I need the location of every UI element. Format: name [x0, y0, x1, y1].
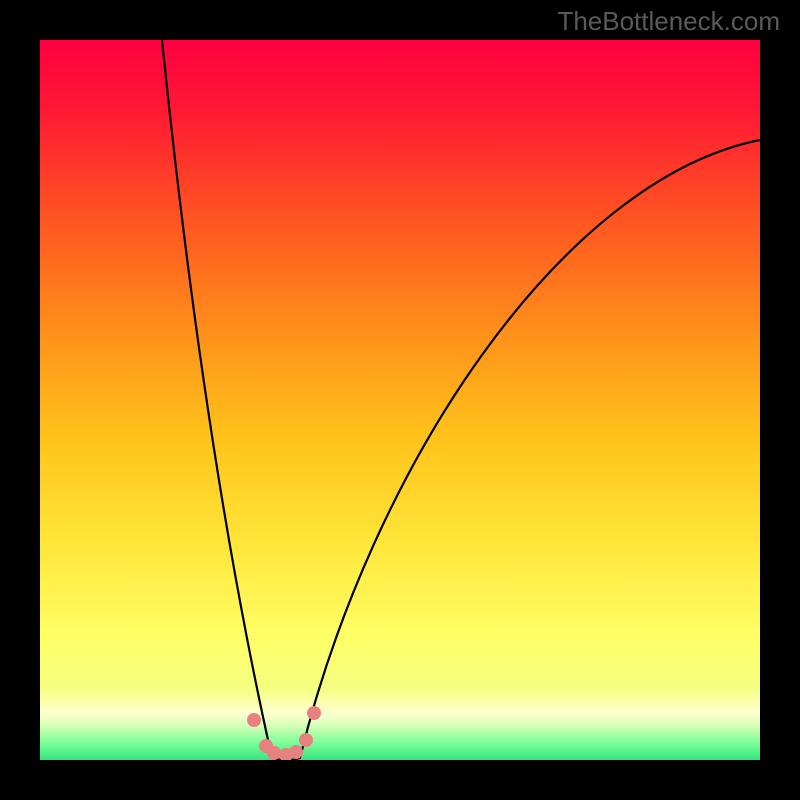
trough-marker	[289, 745, 303, 759]
watermark-text: TheBottleneck.com	[557, 6, 780, 37]
trough-marker	[267, 746, 281, 760]
bottleneck-curve	[162, 40, 760, 760]
trough-marker	[299, 733, 313, 747]
trough-marker	[247, 713, 261, 727]
curve-overlay	[0, 0, 800, 800]
chart-container: TheBottleneck.com	[0, 0, 800, 800]
trough-marker	[307, 706, 321, 720]
